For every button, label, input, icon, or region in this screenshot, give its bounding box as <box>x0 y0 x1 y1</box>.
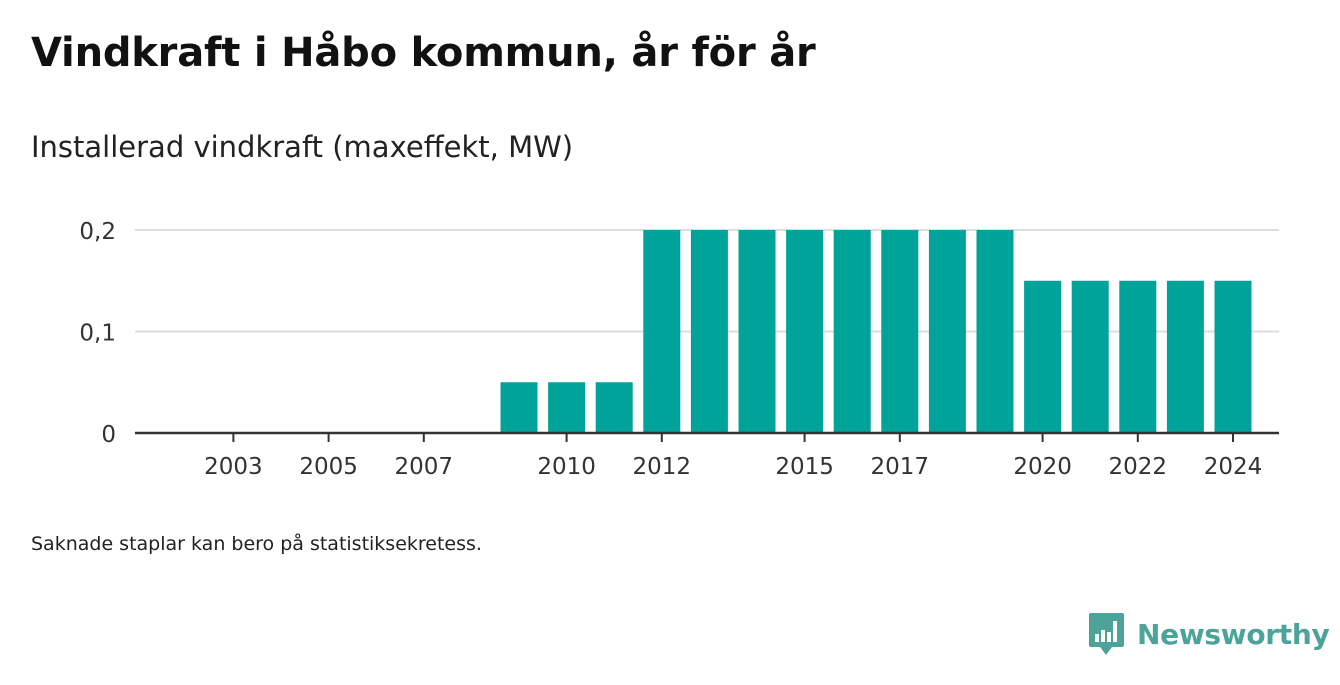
bar <box>1166 280 1204 433</box>
x-tick-label: 2020 <box>1013 454 1072 480</box>
bar <box>1071 280 1109 433</box>
bar <box>881 230 919 433</box>
footnote: Saknade staplar kan bero på statistiksek… <box>31 533 482 555</box>
x-tick-label: 2010 <box>537 454 596 480</box>
brand-name: Newsworthy <box>1137 617 1330 651</box>
y-tick-label: 0 <box>101 422 116 448</box>
chart-title: Vindkraft i Håbo kommun, år för år <box>31 30 816 76</box>
bar <box>643 230 681 433</box>
bar <box>833 230 871 433</box>
x-tick-label: 2024 <box>1204 454 1263 480</box>
newsworthy-logo-icon <box>1089 613 1124 655</box>
x-tick-label: 2012 <box>633 454 692 480</box>
x-tick-label: 2022 <box>1109 454 1168 480</box>
bar <box>595 382 633 433</box>
x-tick-label: 2005 <box>299 454 358 480</box>
bar <box>548 382 586 433</box>
bar <box>928 230 966 433</box>
bar <box>1024 280 1062 433</box>
x-tick-label: 2007 <box>395 454 454 480</box>
x-tick-label: 2003 <box>204 454 263 480</box>
brand: Newsworthy <box>1088 612 1330 656</box>
x-tick-label: 2017 <box>871 454 930 480</box>
bar <box>1214 280 1252 433</box>
bar <box>976 230 1014 433</box>
bar <box>500 382 538 433</box>
y-tick-label: 0,2 <box>79 219 116 245</box>
x-tick-label: 2015 <box>775 454 834 480</box>
chart-subtitle: Installerad vindkraft (maxeffekt, MW) <box>31 130 574 164</box>
bar <box>1119 280 1157 433</box>
bar <box>786 230 824 433</box>
bar <box>690 230 728 433</box>
bar <box>738 230 776 433</box>
y-tick-label: 0,1 <box>79 321 116 347</box>
